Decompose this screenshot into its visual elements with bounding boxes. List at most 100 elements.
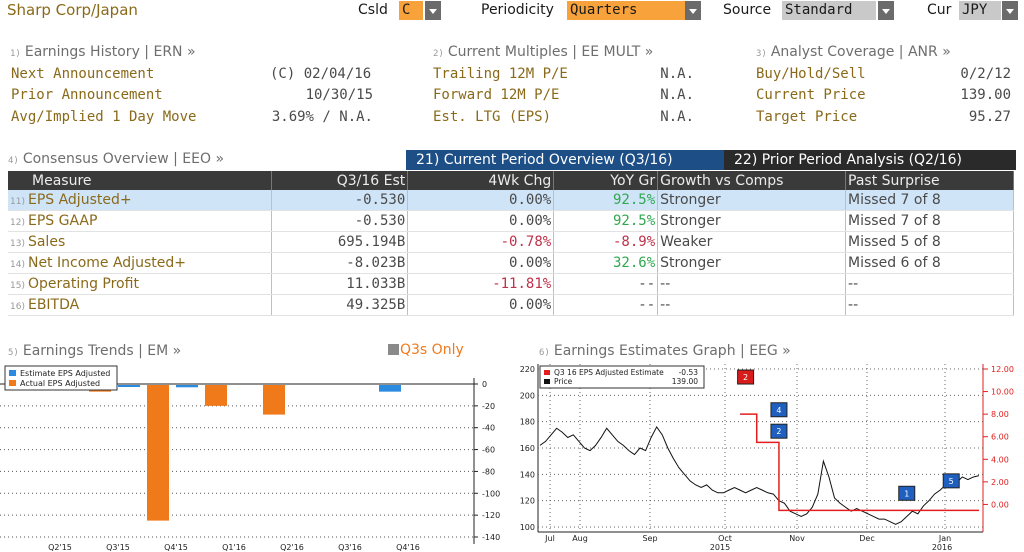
yoy-cell: 32.6% (553, 252, 659, 274)
row-number: 12) (10, 218, 25, 228)
buy-hold-sell-label: Buy/Hold/Sell (756, 66, 866, 82)
table-row[interactable]: 14) Net Income Adjusted+ -8.023B 0.00% 32… (8, 252, 1014, 274)
section-number: 1) (10, 49, 21, 59)
legend-estimate-label: Q3 16 EPS Adjusted Estimate (554, 368, 664, 377)
y-tick-label: -20 (482, 402, 495, 411)
current-price-label: Current Price (756, 87, 866, 103)
q3-only-label: Q3s Only (400, 342, 464, 358)
consensus-overview-header[interactable]: 4) Consensus Overview | EEO » (8, 151, 224, 167)
est-ltg-value: N.A. (660, 109, 694, 125)
csld-select[interactable]: C (399, 1, 423, 20)
measure-cell: Sales (27, 234, 66, 250)
prior-announcement-value: 10/30/15 (305, 87, 373, 103)
table-row[interactable]: 13) Sales 695.194B -0.78% -8.9% Weaker Mi… (8, 231, 1014, 253)
current-multiples-header[interactable]: 2) Current Multiples | EE MULT » (433, 44, 653, 60)
earnings-trends-header[interactable]: 5) Earnings Trends | EM » (8, 343, 181, 359)
col-4wk-chg[interactable]: 4Wk Chg (407, 171, 555, 190)
col-yoy[interactable]: YoY Gr (553, 171, 659, 190)
surprise-cell: -- (845, 294, 1014, 316)
trends-x-ticks: Q2'15 Q3'15 Q4'15 Q1'16 Q2'16 Q3'16 Q4'16 (48, 543, 420, 552)
est-cell: 695.194B (271, 231, 409, 253)
table-row[interactable]: 12) EPS GAAP -0.530 0.00% 92.5% Stronger … (8, 210, 1014, 232)
eeg-grid (538, 364, 983, 532)
consensus-table: Measure Q3/16 Est 4Wk Chg YoY Gr Growth … (8, 171, 1014, 316)
revision-marker[interactable] (898, 485, 916, 501)
revision-marker-label: 4 (776, 406, 781, 415)
chg-cell: -11.81% (407, 273, 555, 295)
surprise-cell: Missed 7 of 8 (845, 190, 1014, 211)
currency-select[interactable]: JPY (959, 1, 1001, 20)
currency-dropdown-icon[interactable] (1002, 1, 1018, 20)
legend-actual-swatch (9, 380, 16, 386)
revision-marker[interactable] (770, 423, 788, 439)
periodicity-label: Periodicity (481, 2, 554, 18)
yoy-cell: -- (553, 294, 659, 316)
row-number: 14) (10, 260, 25, 270)
revision-marker[interactable] (770, 402, 788, 418)
table-row[interactable]: 15) Operating Profit 11.033B -11.81% -- -… (8, 273, 1014, 295)
est-cell: -0.530 (271, 210, 409, 232)
price-y-ticks: 100 120 140 160 180 200 220 (520, 365, 535, 532)
section-number: 2) (433, 49, 444, 59)
estimate-series-line (740, 413, 979, 512)
col-est[interactable]: Q3/16 Est (271, 171, 409, 190)
estimate-bar (176, 385, 198, 388)
periodicity-select[interactable]: Quarters (567, 1, 685, 20)
source-select[interactable]: Standard (782, 1, 876, 20)
target-price-label: Target Price (756, 109, 858, 125)
current-multiples-title: Current Multiples | EE MULT » (447, 44, 654, 60)
table-row[interactable]: 11) EPS Adjusted+ -0.530 0.00% 92.5% Stro… (8, 190, 1014, 211)
estimate-tick-label: 2.00 (991, 478, 1009, 487)
estimate-tick-label: 10.00 (991, 388, 1014, 397)
price-tick-label: 180 (520, 418, 535, 427)
buy-hold-sell-value: 0/2/12 (960, 66, 1011, 82)
revision-marker[interactable] (942, 473, 960, 489)
trailing-pe-value: N.A. (660, 66, 694, 82)
earnings-history-header[interactable]: 1) Earnings History | ERN » (10, 44, 196, 60)
chg-cell: -0.78% (407, 231, 555, 253)
y-tick-label: -120 (482, 511, 500, 520)
estimate-bar (118, 385, 140, 387)
earnings-trends-chart: 0 -20 -40 -60 -80 -100 -120 -140 Q2'15 Q3'15 Q4'1… (0, 365, 500, 552)
prior-announcement-label: Prior Announcement (11, 87, 163, 103)
revision-marker[interactable] (737, 369, 755, 385)
col-growth[interactable]: Growth vs Comps (657, 171, 847, 190)
y-tick-label: -100 (482, 489, 500, 498)
x-tick-label: Q2'16 (280, 543, 304, 552)
analyst-coverage-header[interactable]: 3) Analyst Coverage | ANR » (756, 44, 951, 60)
price-tick-label: 200 (520, 391, 535, 400)
actual-bar (147, 385, 169, 521)
revision-marker-label: 1 (904, 489, 909, 498)
tab-prior-period[interactable]: 22) Prior Period Analysis (Q2/16) (724, 150, 1016, 170)
table-row[interactable]: 16) EBITDA 49.325B 0.00% -- -- -- (8, 294, 1014, 316)
measure-cell: EPS Adjusted+ (27, 192, 132, 208)
legend-price-label: Price (554, 377, 573, 386)
legend-estimate-value: -0.53 (679, 368, 699, 377)
checkbox-icon[interactable] (388, 344, 399, 355)
periodicity-dropdown-icon[interactable] (685, 1, 701, 20)
col-measure[interactable]: Measure (8, 171, 273, 190)
row-number: 13) (10, 239, 25, 249)
tab-current-period[interactable]: 21) Current Period Overview (Q3/16) (406, 150, 724, 170)
col-surprise[interactable]: Past Surprise (845, 171, 1014, 190)
estimate-tick-label: 0.00 (991, 500, 1009, 509)
section-number: 4) (8, 156, 19, 166)
earnings-history-title: Earnings History | ERN » (24, 44, 196, 60)
chg-cell: 0.00% (407, 210, 555, 232)
legend-actual-label: Actual EPS Adjusted (20, 379, 100, 388)
price-tick-label: 120 (520, 497, 535, 506)
csld-dropdown-icon[interactable] (425, 1, 441, 20)
estimate-tick-label: 12.00 (991, 365, 1014, 374)
estimate-y-ticks: 12.00 10.00 8.00 6.00 4.00 2.00 0.00 (983, 365, 1014, 509)
est-cell: -8.023B (271, 252, 409, 274)
x-tick-label: Oct (718, 534, 732, 543)
price-tick-label: 220 (520, 365, 535, 374)
estimate-bar (379, 385, 401, 392)
eeg-legend-box (539, 365, 705, 389)
q3-only-toggle[interactable]: Q3s Only (388, 342, 464, 358)
x-tick-label: Jul (544, 534, 555, 543)
security-header-bar: Sharp Corp/Japan Csld C Periodicity Quar… (0, 0, 1024, 22)
source-dropdown-icon[interactable] (878, 1, 894, 20)
earnings-estimates-graph-header[interactable]: 6) Earnings Estimates Graph | EEG » (539, 343, 791, 359)
